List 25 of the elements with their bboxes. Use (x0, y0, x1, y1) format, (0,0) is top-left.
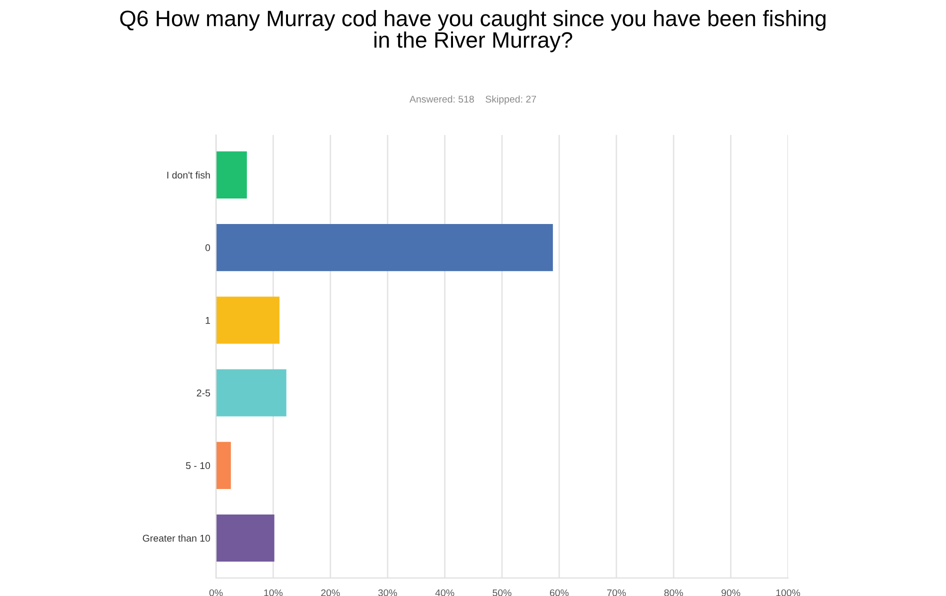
chart-subtitle: Answered: 518 Skipped: 27 (410, 95, 536, 105)
y-tick-label: Greater than 10 (142, 534, 210, 542)
x-tick-label: 50% (492, 589, 512, 596)
y-tick-label: 5 - 10 (186, 462, 210, 470)
x-tick-label: 60% (550, 589, 569, 596)
bar (216, 369, 286, 416)
x-tick-label: 10% (264, 589, 283, 596)
bar (216, 514, 274, 562)
y-tick-label: 0 (205, 244, 210, 252)
bar (216, 296, 280, 344)
x-tick-label: 80% (664, 589, 683, 596)
x-tick-label: 100% (776, 589, 800, 596)
x-tick-label: 20% (321, 589, 340, 596)
x-tick-label: 40% (435, 589, 454, 596)
y-tick-label: 2-5 (196, 390, 210, 396)
x-tick-label: 0% (209, 589, 223, 596)
y-tick-label: I don't fish (167, 171, 210, 179)
y-tick-label: 1 (206, 317, 210, 324)
chart-title: Q6 How many Murray cod have you caught since you have been fishing in the River Murray? (120, 10, 826, 52)
x-tick-label: 90% (722, 589, 740, 596)
x-tick-label: 30% (378, 589, 397, 596)
x-tick-label: 70% (607, 589, 626, 596)
bar (216, 224, 553, 272)
bar (216, 151, 247, 199)
bar (216, 442, 231, 490)
